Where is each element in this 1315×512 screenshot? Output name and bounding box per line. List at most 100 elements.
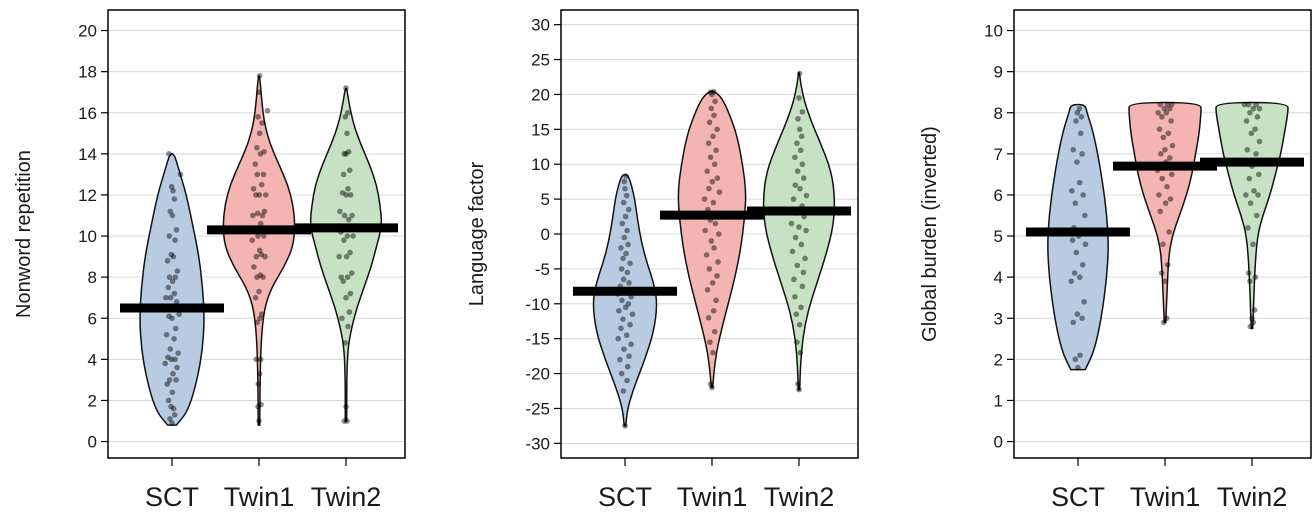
data-point-twin1 — [714, 273, 720, 279]
violin-twin1 — [222, 75, 296, 426]
data-point-sct — [624, 363, 631, 370]
data-point-sct — [163, 331, 170, 338]
x-tick-label-twin1: Twin1 — [1130, 482, 1201, 512]
data-point-sct — [1077, 130, 1084, 137]
data-point-twin2 — [803, 227, 809, 234]
data-point-twin2 — [1250, 105, 1257, 112]
data-point-twin2 — [1255, 171, 1262, 178]
plot-frame — [107, 9, 406, 459]
data-point-twin1 — [254, 319, 261, 326]
data-point-twin1 — [1164, 262, 1171, 268]
data-point-twin2 — [1244, 146, 1251, 153]
data-point-sct — [1073, 118, 1079, 124]
data-point-sct — [625, 300, 632, 307]
data-point-sct — [172, 274, 179, 280]
data-point-twin1 — [255, 403, 261, 410]
data-point-twin2 — [337, 208, 343, 215]
y-tick-label: 8 — [88, 268, 97, 287]
data-point-twin2 — [344, 109, 351, 116]
data-point-sct — [619, 297, 625, 304]
data-point-sct — [1068, 278, 1075, 285]
data-point-twin2 — [792, 154, 798, 161]
data-point-sct — [174, 268, 181, 274]
y-tick-label: 9 — [994, 63, 1003, 82]
data-point-twin2 — [1251, 307, 1258, 313]
y-tick-label: 10 — [78, 227, 97, 246]
data-point-sct — [618, 370, 625, 377]
data-point-twin2 — [790, 196, 797, 202]
data-point-sct — [620, 316, 626, 322]
data-point-twin2 — [796, 386, 802, 393]
y-tick-label: 8 — [994, 104, 1003, 123]
data-point-twin2 — [338, 274, 345, 280]
data-point-twin2 — [794, 339, 800, 345]
data-point-twin2 — [798, 304, 804, 311]
data-point-twin2 — [347, 290, 354, 297]
data-point-twin1 — [707, 381, 714, 387]
data-point-sct — [165, 354, 171, 361]
data-point-twin2 — [1251, 188, 1257, 194]
data-point-twin2 — [343, 294, 349, 301]
data-point-twin1 — [713, 297, 719, 304]
data-point-twin1 — [252, 294, 259, 301]
y-axis-label: Nonword repetition — [13, 150, 35, 318]
data-point-twin2 — [1245, 101, 1252, 108]
y-tick-label: 12 — [78, 186, 97, 205]
data-point-twin2 — [798, 241, 805, 248]
data-point-sct — [170, 188, 176, 194]
data-point-twin1 — [704, 287, 711, 293]
data-point-twin1 — [712, 98, 718, 105]
data-point-sct — [168, 183, 175, 190]
data-point-twin1 — [258, 181, 265, 188]
data-point-sct — [626, 353, 632, 359]
data-point-twin1 — [1162, 146, 1168, 153]
y-tick-label: -25 — [525, 399, 550, 418]
y-tick-label: -5 — [535, 260, 550, 279]
data-point-sct — [628, 341, 634, 348]
data-point-twin2 — [802, 255, 808, 262]
data-point-sct — [167, 208, 174, 215]
data-point-sct — [1074, 109, 1081, 116]
data-point-twin2 — [341, 212, 348, 219]
data-point-twin1 — [1166, 105, 1173, 112]
data-point-twin1 — [257, 151, 264, 157]
data-point-twin2 — [343, 403, 349, 410]
data-point-twin2 — [798, 133, 805, 140]
y-tick-label: 2 — [88, 391, 97, 410]
data-point-twin1 — [1166, 229, 1172, 235]
data-point-twin2 — [349, 212, 355, 219]
data-point-sct — [177, 171, 184, 178]
data-point-twin2 — [1245, 270, 1252, 276]
x-tick-label-twin2: Twin2 — [1217, 482, 1288, 512]
data-point-sct — [1070, 319, 1077, 326]
y-tick-label: 0 — [88, 433, 97, 452]
data-point-sct — [1072, 356, 1079, 363]
data-point-twin1 — [707, 89, 714, 96]
data-point-twin2 — [344, 274, 351, 280]
data-point-twin1 — [709, 91, 715, 98]
data-point-twin2 — [345, 216, 352, 223]
data-point-sct — [170, 370, 176, 377]
data-point-sct — [1079, 262, 1086, 268]
data-point-sct — [621, 346, 627, 352]
data-point-sct — [1074, 311, 1081, 317]
data-point-twin2 — [343, 151, 349, 157]
panel-1: 0 2 4 6 8 10 12 14 16 18 20 SCT Twin1 Twin2 Nonword re… — [13, 9, 406, 512]
data-point-twin1 — [260, 233, 267, 239]
data-point-sct — [173, 377, 179, 383]
data-point-twin2 — [800, 175, 807, 181]
data-point-twin2 — [344, 418, 350, 424]
data-point-twin2 — [794, 262, 801, 269]
data-point-sct — [169, 315, 175, 322]
x-tick-label-sct: SCT — [1051, 482, 1105, 512]
data-point-twin2 — [792, 234, 799, 241]
data-point-sct — [1076, 105, 1083, 112]
data-point-twin2 — [788, 220, 795, 227]
data-point-twin1 — [256, 192, 263, 198]
data-point-sct — [171, 336, 177, 342]
data-point-sct — [174, 364, 180, 371]
data-point-sct — [169, 389, 176, 396]
data-point-twin2 — [793, 311, 800, 318]
y-tick-label: 20 — [78, 22, 97, 41]
data-point-sct — [1080, 192, 1086, 198]
